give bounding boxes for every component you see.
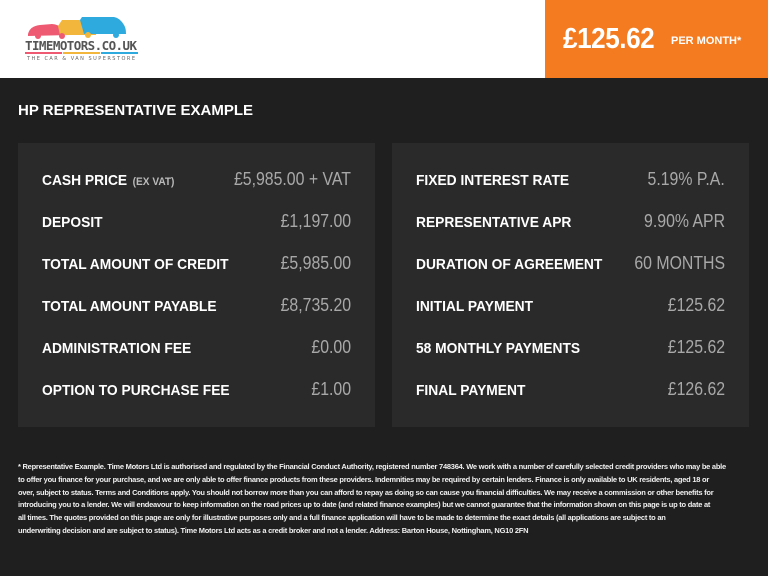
row-label: DEPOSIT: [42, 214, 103, 231]
row-value: £1,197.00: [280, 211, 351, 231]
finance-row: OPTION TO PURCHASE FEE £1.00: [42, 379, 351, 421]
finance-row: CASH PRICE (EX VAT) £5,985.00 + VAT: [42, 169, 351, 211]
row-label: ADMINISTRATION FEE: [42, 340, 191, 357]
monthly-price-box: £125.62 PER MONTH*: [545, 0, 768, 78]
finance-panel-left: CASH PRICE (EX VAT) £5,985.00 + VAT DEPOSIT…: [18, 143, 375, 427]
row-label: REPRESENTATIVE APR: [416, 214, 571, 231]
row-label: 58 MONTHLY PAYMENTS: [416, 340, 580, 357]
row-label: CASH PRICE (EX VAT): [42, 172, 174, 189]
row-label-text: TOTAL AMOUNT PAYABLE: [42, 298, 217, 315]
svg-text:THE CAR & VAN SUPERSTORE: THE CAR & VAN SUPERSTORE: [26, 56, 135, 62]
finance-row: INITIAL PAYMENT £125.62: [416, 295, 725, 337]
row-label-text: TOTAL AMOUNT OF CREDIT: [42, 256, 229, 273]
monthly-price: £125.62: [563, 22, 655, 55]
row-value: £5,985.00 + VAT: [234, 169, 351, 189]
row-value: £126.62: [667, 379, 725, 399]
finance-panel-right: FIXED INTEREST RATE 5.19% P.A. REPRESENTAT…: [392, 143, 749, 427]
row-value: £0.00: [311, 337, 351, 357]
row-value: £8,735.20: [280, 295, 351, 315]
row-label: FIXED INTEREST RATE: [416, 172, 569, 189]
row-value: £125.62: [667, 295, 725, 315]
finance-row: REPRESENTATIVE APR 9.90% APR: [416, 211, 725, 253]
row-label-text: DEPOSIT: [42, 214, 103, 231]
row-value: 5.19% P.A.: [647, 169, 725, 189]
svg-text:TIMEMOTORS.CO.UK: TIMEMOTORS.CO.UK: [25, 38, 137, 53]
per-month-label: PER MONTH*: [671, 35, 742, 47]
row-label: INITIAL PAYMENT: [416, 298, 533, 315]
finance-row: TOTAL AMOUNT PAYABLE £8,735.20: [42, 295, 351, 337]
disclaimer-line: * Representative Example. Time Motors Lt…: [18, 462, 726, 471]
finance-row: FIXED INTEREST RATE 5.19% P.A.: [416, 169, 725, 211]
disclaimer-line: all times. The quotes provided on this p…: [18, 513, 666, 523]
row-label: TOTAL AMOUNT OF CREDIT: [42, 256, 229, 273]
row-label: OPTION TO PURCHASE FEE: [42, 382, 230, 399]
finance-row: FINAL PAYMENT £126.62: [416, 379, 725, 421]
row-label-text: REPRESENTATIVE APR: [416, 214, 572, 231]
row-label: DURATION OF AGREEMENT: [416, 256, 602, 273]
disclaimer-line: underwriting decision and are subject to…: [18, 525, 529, 535]
section-title: HP REPRESENTATIVE EXAMPLE: [18, 102, 254, 119]
row-label-text: DURATION OF AGREEMENT: [416, 256, 603, 273]
disclaimer-line: to offer you finance for your purchase, …: [18, 474, 710, 484]
header: TIMEMOTORS.CO.UK THE CAR & VAN SUPERSTOR…: [0, 0, 768, 78]
finance-row: 58 MONTHLY PAYMENTS £125.62: [416, 337, 725, 379]
row-sublabel: (EX VAT): [132, 176, 175, 188]
row-value: £1.00: [311, 379, 351, 399]
finance-row: ADMINISTRATION FEE £0.00: [42, 337, 351, 379]
finance-row: DEPOSIT £1,197.00: [42, 211, 351, 253]
row-label-text: 58 MONTHLY PAYMENTS: [416, 340, 581, 357]
finance-row: DURATION OF AGREEMENT 60 MONTHS: [416, 253, 725, 295]
disclaimer-line: over, subject to status. Terms and Condi…: [18, 487, 714, 497]
row-label: TOTAL AMOUNT PAYABLE: [42, 298, 217, 315]
row-value: 9.90% APR: [643, 211, 725, 231]
row-label-text: FIXED INTEREST RATE: [416, 172, 570, 189]
row-label-text: OPTION TO PURCHASE FEE: [42, 382, 230, 399]
row-label-text: FINAL PAYMENT: [416, 382, 526, 399]
disclaimer-line: introducing you to a lender. We will end…: [18, 500, 711, 510]
row-value: £125.62: [667, 337, 725, 357]
row-label-text: INITIAL PAYMENT: [416, 298, 534, 315]
row-value: 60 MONTHS: [634, 253, 725, 273]
finance-row: TOTAL AMOUNT OF CREDIT £5,985.00: [42, 253, 351, 295]
row-label: FINAL PAYMENT: [416, 382, 525, 399]
row-label-text: ADMINISTRATION FEE: [42, 340, 192, 357]
time-motors-logo[interactable]: TIMEMOTORS.CO.UK THE CAR & VAN SUPERSTOR…: [24, 16, 144, 62]
row-value: £5,985.00: [280, 253, 351, 273]
disclaimer: * Representative Example. Time Motors Lt…: [18, 461, 753, 538]
row-label-text: CASH PRICE: [42, 172, 128, 189]
